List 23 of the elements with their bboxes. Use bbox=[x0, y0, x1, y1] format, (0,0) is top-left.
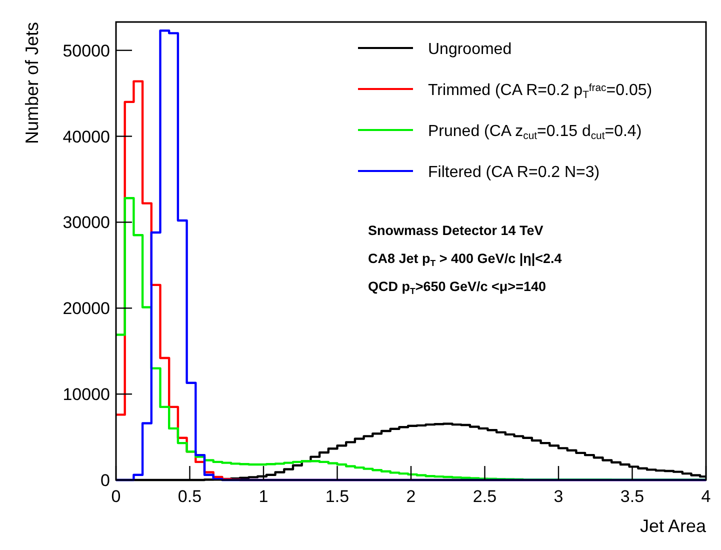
legend-label: Trimmed (CA R=0.2 p$_{T}$$^{frac}$=0.05) bbox=[428, 82, 652, 101]
annotation: QCD p$_{T}$>650 GeV/c <μ>=140 bbox=[368, 279, 546, 296]
y-tick-label: 40000 bbox=[62, 127, 110, 146]
x-tick-label: 1 bbox=[258, 487, 268, 506]
x-tick-label: 2 bbox=[406, 487, 416, 506]
y-axis-title: Number of Jets bbox=[22, 22, 42, 144]
y-tick-label: 20000 bbox=[62, 299, 110, 318]
y-tick-label: 50000 bbox=[62, 41, 110, 60]
y-tick-label: 10000 bbox=[62, 385, 110, 404]
x-tick-label: 1.5 bbox=[325, 487, 350, 506]
annotation: CA8 Jet p$_{T}$ > 400 GeV/c |η|<2.4 bbox=[368, 251, 562, 268]
x-tick-label: 3.5 bbox=[620, 487, 644, 506]
x-tick-label: 2.5 bbox=[472, 487, 497, 506]
x-tick-label: 4 bbox=[701, 487, 711, 506]
y-tick-label: 0 bbox=[100, 471, 110, 490]
x-tick-label: 0.5 bbox=[178, 487, 202, 506]
y-tick-label: 30000 bbox=[62, 213, 110, 232]
x-tick-label: 3 bbox=[554, 487, 564, 506]
legend-label: Ungroomed bbox=[428, 41, 512, 58]
legend-label: Filtered (CA R=0.2 N=3) bbox=[428, 164, 600, 181]
annotation: Snowmass Detector 14 TeV bbox=[368, 223, 544, 238]
legend-label: Pruned (CA z$_{cut}$=0.15 d$_{cut}$=0.4) bbox=[428, 123, 642, 142]
x-axis-title: Jet Area bbox=[640, 516, 707, 536]
